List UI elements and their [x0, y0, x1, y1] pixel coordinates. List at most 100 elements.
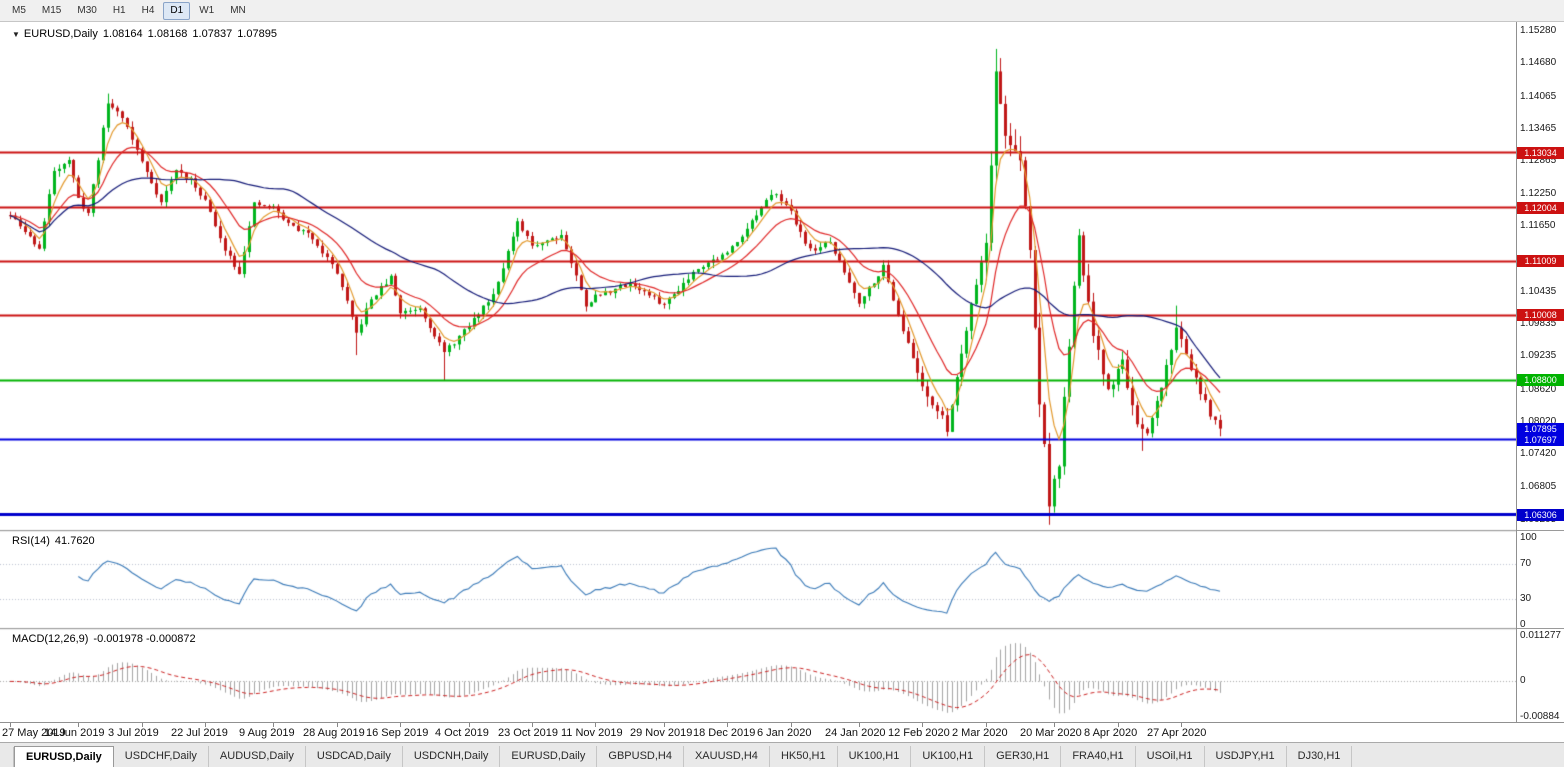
price-level-badge-1.07697: 1.07697 — [1517, 433, 1564, 446]
timeframe-toolbar: M5 M15 M30 H1 H4 D1 W1 MN — [0, 0, 1564, 22]
date-axis-label: 27 Apr 2020 — [1147, 727, 1207, 739]
chart-tab-0-eurusd-daily[interactable]: EURUSD,Daily — [14, 746, 114, 767]
price-scale-label: 1.12250 — [1520, 188, 1557, 200]
price-level-badge-1.11009: 1.11009 — [1517, 255, 1564, 268]
macd-scale-label: -0.00884 — [1520, 711, 1560, 722]
ohlc-low: 1.07837 — [192, 28, 233, 40]
chart-tab-12-fra40-h1[interactable]: FRA40,H1 — [1061, 746, 1136, 767]
chart-tab-15-dj30-h1[interactable]: DJ30,H1 — [1287, 746, 1353, 767]
date-axis-label: 18 Dec 2019 — [693, 727, 756, 739]
price-scale-label: 1.14680 — [1520, 57, 1557, 69]
chart-symbol: EURUSD,Daily — [23, 28, 98, 40]
date-axis-label: 24 Jan 2020 — [825, 727, 886, 739]
chart-tab-11-ger30-h1[interactable]: GER30,H1 — [985, 746, 1062, 767]
timeframe-mn[interactable]: MN — [230, 4, 246, 16]
price-level-badge-1.10008: 1.10008 — [1517, 309, 1564, 322]
price-scale-label: 1.15280 — [1520, 25, 1557, 37]
date-axis-label: 23 Oct 2019 — [498, 727, 558, 739]
date-axis-label: 4 Oct 2019 — [435, 727, 489, 739]
ohlc-open: 1.08164 — [102, 28, 143, 40]
date-axis-label: 8 Apr 2020 — [1084, 727, 1138, 739]
date-tick — [10, 723, 11, 727]
price-chart-canvas[interactable] — [0, 22, 1516, 722]
rsi-scale-label: 70 — [1520, 558, 1532, 569]
chart-tabs: EURUSD,Daily USDCHF,Daily AUDUSD,Daily USDC… — [0, 742, 1564, 767]
chart-tab-1-usdchf-daily[interactable]: USDCHF,Daily — [114, 746, 209, 767]
timeframe-m5[interactable]: M5 — [12, 4, 26, 16]
chart-window: ▼ EURUSD,Daily 1.08164 1.08168 1.07837 1.0789… — [0, 22, 1564, 722]
price-scale-label: 1.09235 — [1520, 350, 1557, 362]
date-tick — [859, 723, 860, 727]
date-tick — [337, 723, 338, 727]
date-tick — [532, 723, 533, 727]
date-tick — [273, 723, 274, 727]
price-scale-label: 1.08620 — [1520, 383, 1557, 395]
date-tick — [1181, 723, 1182, 727]
chart-tab-13-usoil-h1[interactable]: USOil,H1 — [1136, 746, 1205, 767]
price-scale-label: 1.12865 — [1520, 155, 1557, 167]
date-tick — [400, 723, 401, 727]
date-axis-label: 22 Jul 2019 — [171, 727, 228, 739]
rsi-name: RSI(14) — [12, 535, 50, 547]
price-axis: 1.15280 1.14680 1.14065 1.13465 1.12865 1.122… — [1516, 22, 1564, 722]
price-scale-label: 1.14065 — [1520, 90, 1557, 102]
ohlc-close: 1.07895 — [237, 28, 277, 40]
price-scale-label: 1.06805 — [1520, 481, 1557, 493]
collapse-icon[interactable]: ▼ — [12, 30, 20, 39]
price-level-badge-1.06306: 1.06306 — [1517, 508, 1564, 521]
date-tick — [469, 723, 470, 727]
chart-tab-14-usdjpy-h1[interactable]: USDJPY,H1 — [1205, 746, 1287, 767]
date-tick — [922, 723, 923, 727]
timeframe-m30[interactable]: M30 — [77, 4, 97, 16]
date-axis-label: 11 Nov 2019 — [561, 727, 623, 739]
chart-tab-8-hk50-h1[interactable]: HK50,H1 — [770, 746, 838, 767]
price-scale-label: 1.07420 — [1520, 448, 1557, 460]
chart-tab-9-uk100-h1[interactable]: UK100,H1 — [838, 746, 912, 767]
price-scale-label: 1.08020 — [1520, 415, 1557, 427]
date-tick — [78, 723, 79, 727]
rsi-scale-label: 100 — [1520, 532, 1537, 544]
rsi-label: RSI(14) 41.7620 — [12, 535, 95, 547]
chart-ohlc-label: ▼ EURUSD,Daily 1.08164 1.08168 1.07837 1.0789… — [12, 28, 277, 40]
date-tick — [205, 723, 206, 727]
timeframe-h1[interactable]: H1 — [112, 4, 126, 16]
date-axis: 27 May 2019 14 Jun 2019 3 Jul 2019 22 Jul 2… — [0, 722, 1564, 742]
price-scale-label: 1.10435 — [1520, 285, 1557, 297]
date-tick — [986, 723, 987, 727]
macd-scale-label: 0 — [1520, 675, 1526, 687]
price-scale-label: 1.11650 — [1520, 220, 1556, 232]
date-axis-label: 29 Nov 2019 — [630, 727, 693, 739]
price-level-badge-1.12004: 1.12004 — [1517, 201, 1564, 214]
date-axis-label: 20 Mar 2020 — [1020, 727, 1082, 739]
chart-tab-4-usdcnh-daily[interactable]: USDCNH,Daily — [403, 746, 501, 767]
rsi-scale-label: 30 — [1520, 592, 1532, 604]
date-tick — [142, 723, 143, 727]
chart-tab-7-xauusd-h4[interactable]: XAUUSD,H4 — [684, 746, 770, 767]
chart-tab-6-gbpusd-h4[interactable]: GBPUSD,H4 — [597, 746, 684, 767]
price-level-badge-1.07895: 1.07895 — [1517, 423, 1564, 436]
timeframe-w1[interactable]: W1 — [199, 4, 215, 16]
timeframe-m15[interactable]: M15 — [41, 4, 62, 16]
rsi-value: 41.7620 — [54, 535, 95, 547]
price-scale-label: 1.13465 — [1520, 122, 1557, 134]
macd-scale-label: 0.011277 — [1520, 630, 1561, 641]
chart-tab-10-uk100-h1[interactable]: UK100,H1 — [911, 746, 986, 767]
rsi-scale-label: 0 — [1520, 618, 1526, 630]
price-level-badge-1.08800: 1.08800 — [1517, 374, 1564, 387]
tab-scroll-grip[interactable] — [2, 747, 14, 767]
timeframe-d1[interactable]: D1 — [163, 1, 191, 20]
macd-value: -0.001978 -0.000872 — [93, 633, 196, 645]
timeframe-h4[interactable]: H4 — [141, 4, 155, 16]
date-tick — [727, 723, 728, 727]
axis-separator — [1517, 530, 1564, 531]
date-axis-label: 6 Jan 2020 — [757, 727, 812, 739]
date-axis-label: 16 Sep 2019 — [366, 727, 429, 739]
chart-tab-3-usdcad-daily[interactable]: USDCAD,Daily — [306, 746, 403, 767]
date-axis-label: 2 Mar 2020 — [952, 727, 1008, 739]
chart-tab-2-audusd-daily[interactable]: AUDUSD,Daily — [209, 746, 306, 767]
price-scale-label: 1.09835 — [1520, 318, 1557, 330]
chart-tab-5-eurusd-daily[interactable]: EURUSD,Daily — [500, 746, 598, 767]
date-axis-label: 9 Aug 2019 — [239, 727, 295, 739]
date-axis-label: 27 May 2019 — [2, 727, 66, 739]
date-axis-label: 14 Jun 2019 — [44, 727, 105, 739]
